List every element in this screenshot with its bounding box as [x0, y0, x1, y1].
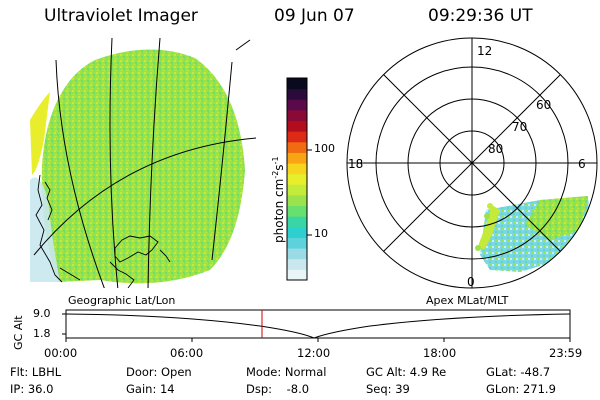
polar-plot [346, 37, 598, 289]
ip-info: IP: 36.0 [10, 382, 54, 396]
colorbar-segment [287, 88, 307, 100]
instrument-title: Ultraviolet Imager [44, 6, 198, 26]
time-tick-0600: 06:00 [170, 346, 204, 360]
colorbar-segment [287, 184, 307, 196]
altitude-ytick-9: 9.0 [33, 307, 51, 320]
colorbar-segment [287, 120, 307, 132]
altitude-ylabel: GC Alt [12, 315, 25, 350]
observation-time: 09:29:36 UT [428, 6, 533, 26]
geographic-map [30, 37, 256, 288]
colorbar-segment [287, 258, 307, 270]
dsp-info: Dsp: -8.0 [246, 382, 310, 396]
time-tick-1800: 18:00 [423, 346, 457, 360]
colorbar-segment [287, 237, 307, 249]
colorbar-segment [287, 152, 307, 164]
altitude-plot [62, 309, 571, 342]
gain-info: Gain: 14 [126, 382, 175, 396]
colorbar-segment [287, 99, 307, 111]
colorbar-segment [287, 194, 307, 207]
colorbar-tick-10: 10 [314, 227, 328, 240]
colorbar-segment [287, 141, 307, 153]
time-tick-1200: 12:00 [297, 346, 331, 360]
latitude-grid [33, 137, 256, 256]
polar-label-6: 6 [578, 157, 586, 171]
colorbar-segment [287, 205, 307, 217]
altitude-ytick-1-8: 1.8 [33, 327, 51, 340]
colorbar-segment [287, 269, 307, 281]
colorbar-segment [287, 163, 307, 175]
mode-info: Mode: Normal [246, 365, 327, 379]
polar-label-18: 18 [348, 157, 364, 171]
gc-altitude-info: GC Alt: 4.9 Re [366, 365, 447, 379]
polar-lat-80: 80 [488, 142, 504, 156]
time-tick-0000: 00:00 [44, 346, 78, 360]
colorbar-segment [287, 216, 307, 228]
apex-map-title: Apex MLat/MLT [426, 294, 509, 307]
polar-label-0: 0 [467, 275, 475, 289]
longitude-grid [55, 37, 251, 288]
polar-lat-60: 60 [536, 98, 552, 112]
geo-longitude-info: GLon: 271.9 [486, 382, 556, 396]
colorbar [286, 77, 312, 281]
limb-emission [30, 92, 50, 175]
colorbar-unit-label: photon cm-2s-1 [271, 156, 286, 243]
geographic-map-title: Geographic Lat/Lon [68, 294, 176, 307]
polar-label-12: 12 [477, 44, 493, 58]
time-tick-2359: 23:59 [549, 346, 583, 360]
polar-lat-70: 70 [512, 120, 528, 134]
altitude-curve [65, 313, 571, 339]
coastline [35, 174, 171, 288]
earth-disk-emission [41, 49, 245, 284]
filter-info: Flt: LBHL [10, 365, 62, 379]
colorbar-segment [287, 248, 307, 260]
door-info: Door: Open [126, 365, 192, 379]
colorbar-segment [287, 226, 307, 238]
colorbar-segment [287, 78, 307, 90]
colorbar-tick-100: 100 [314, 142, 335, 155]
colorbar-segment [287, 173, 307, 185]
colorbar-segment [287, 131, 307, 143]
geo-latitude-info: GLat: -48.7 [486, 365, 551, 379]
colorbar-segment [287, 109, 307, 122]
sequence-info: Seq: 39 [366, 382, 410, 396]
observation-date: 09 Jun 07 [274, 6, 355, 26]
